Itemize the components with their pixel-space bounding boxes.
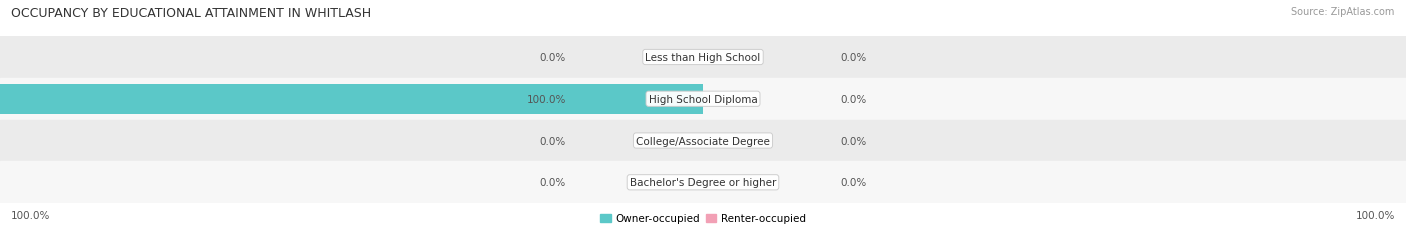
Text: 0.0%: 0.0%	[841, 136, 866, 146]
Text: Less than High School: Less than High School	[645, 53, 761, 63]
Bar	[0, 84, 703, 114]
Text: College/Associate Degree: College/Associate Degree	[636, 136, 770, 146]
Text: OCCUPANCY BY EDUCATIONAL ATTAINMENT IN WHITLASH: OCCUPANCY BY EDUCATIONAL ATTAINMENT IN W…	[11, 7, 371, 20]
Text: 0.0%: 0.0%	[540, 177, 565, 188]
Text: 0.0%: 0.0%	[841, 94, 866, 104]
Bar	[0, 37, 1406, 79]
Text: 0.0%: 0.0%	[540, 136, 565, 146]
Text: 100.0%: 100.0%	[11, 210, 51, 220]
Text: 100.0%: 100.0%	[526, 94, 565, 104]
Bar	[0, 162, 1406, 203]
Bar	[0, 120, 1406, 162]
Text: 0.0%: 0.0%	[841, 177, 866, 188]
Text: 100.0%: 100.0%	[1355, 210, 1395, 220]
Text: 0.0%: 0.0%	[841, 53, 866, 63]
Text: Source: ZipAtlas.com: Source: ZipAtlas.com	[1291, 7, 1395, 17]
Text: Bachelor's Degree or higher: Bachelor's Degree or higher	[630, 177, 776, 188]
Text: 0.0%: 0.0%	[540, 53, 565, 63]
Text: High School Diploma: High School Diploma	[648, 94, 758, 104]
Legend: Owner-occupied, Renter-occupied: Owner-occupied, Renter-occupied	[600, 213, 806, 224]
Bar	[0, 79, 1406, 120]
